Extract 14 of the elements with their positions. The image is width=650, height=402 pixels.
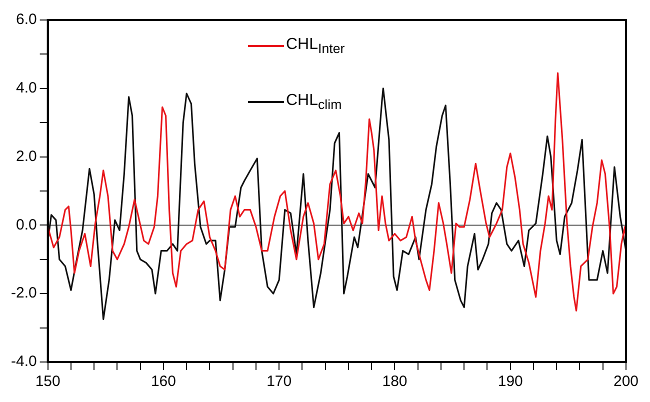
y-tick-label: -4.0 (10, 353, 37, 370)
x-tick-label: 160 (150, 373, 176, 390)
x-tick-label: 150 (35, 373, 60, 390)
y-tick-label: 2.0 (16, 148, 37, 165)
x-tick-label: 200 (613, 373, 639, 390)
x-tick-label: 190 (498, 373, 523, 390)
legend-label: CHL$_{clim}$ (286, 92, 342, 112)
y-tick-label: 0.0 (16, 216, 37, 234)
legend-label: CHL$_{Inter}$ (286, 36, 345, 56)
y-tick-label: 6.0 (16, 11, 37, 28)
y-tick-label: -2.0 (10, 284, 37, 302)
y-tick-label: 4.0 (16, 80, 37, 97)
x-tick-label: 170 (266, 373, 292, 390)
x-tick-label: 180 (382, 373, 408, 390)
